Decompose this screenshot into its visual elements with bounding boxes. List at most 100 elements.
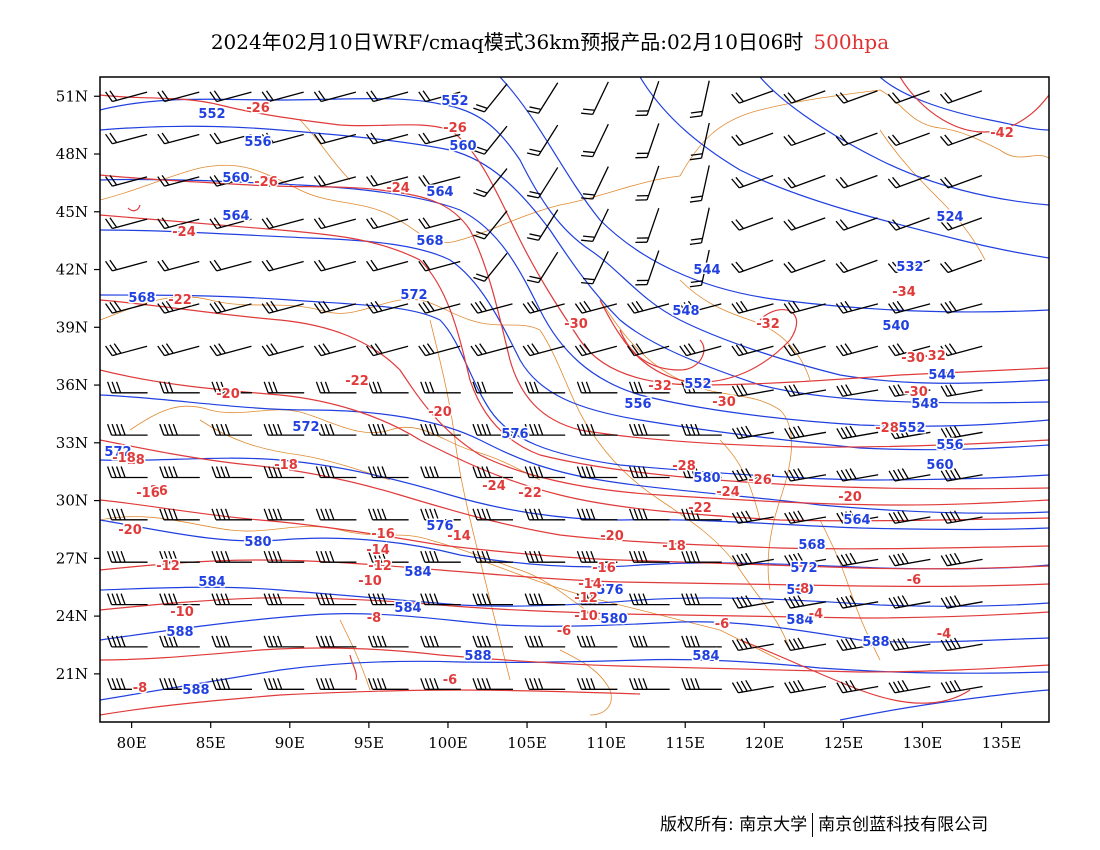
height-contour-label: 572 [790, 561, 817, 576]
height-contour-label: 588 [166, 625, 193, 640]
wind-barb [315, 635, 357, 648]
wind-barb [473, 210, 508, 240]
wind-barb [526, 209, 559, 241]
wind-barb [263, 508, 305, 521]
wind-barb [731, 425, 774, 440]
wind-barb [522, 300, 565, 314]
wind-barb [940, 425, 983, 440]
wind-barb [887, 217, 930, 231]
wind-barb [472, 508, 513, 521]
temperature-contour-label: -4 [937, 627, 951, 642]
wind-barb [940, 343, 983, 357]
wind-barb [211, 593, 252, 606]
wind-barb [888, 637, 931, 652]
lat-tick-label: 36N [56, 376, 88, 394]
temperature-contour-label: -24 [716, 485, 740, 500]
lat-tick-label: 42N [56, 261, 88, 279]
wind-barb [731, 595, 774, 609]
lat-tick-label: 30N [56, 492, 88, 510]
height-contour-label: 560 [222, 171, 249, 186]
wind-barb [628, 593, 670, 606]
wind-barb [367, 678, 409, 690]
title-main: 2024年02月10日WRF/cmaq模式36km预报产品:02月10日06时 [210, 30, 804, 54]
wind-barb [367, 381, 409, 394]
wind-barb [209, 259, 252, 272]
temperature-contour-label: -30 [712, 395, 736, 410]
wind-barb [628, 466, 670, 479]
wind-barb [313, 343, 357, 357]
wind-barb [418, 259, 461, 272]
wind-barb [261, 132, 304, 145]
wind-barb [472, 381, 513, 394]
wind-barb [731, 300, 774, 314]
lon-tick-label: 125E [824, 734, 864, 752]
wind-barb [835, 300, 879, 314]
wind-barb [681, 508, 722, 521]
wind-barb [784, 510, 827, 524]
wind-barb [679, 343, 722, 357]
wind-barb [940, 384, 983, 397]
temperature-contour-label: -20 [216, 387, 240, 402]
wind-barb [470, 343, 513, 357]
wind-barb [939, 217, 983, 231]
height-contour-label: 584 [786, 613, 813, 628]
wind-barb [418, 343, 461, 357]
wind-barb [888, 510, 931, 524]
wind-barb [940, 552, 983, 567]
wind-barb [784, 425, 827, 440]
wind-barb [211, 550, 252, 563]
wind-barb [526, 124, 559, 157]
height-contour-label: 584 [394, 601, 421, 616]
wind-barb [681, 593, 722, 606]
wind-barb [581, 250, 609, 285]
wind-barb [420, 381, 461, 394]
wind-barb [313, 132, 357, 145]
wind-barb [366, 259, 409, 272]
wind-barb [524, 381, 566, 394]
wind-barb [105, 300, 148, 314]
wind-barb [472, 423, 513, 436]
height-contour-label: 556 [936, 438, 963, 453]
wind-barb [157, 343, 200, 357]
temperature-contour-label: -8 [795, 582, 809, 597]
height-contour-label: 568 [798, 538, 825, 553]
wind-barb [418, 90, 461, 103]
temperature-contour-label: -28 [672, 459, 696, 474]
temperature-contour-label: -32 [648, 379, 672, 394]
wind-barb [835, 90, 878, 104]
wind-barb [526, 82, 559, 114]
wind-barb [105, 343, 148, 357]
wind-barb [836, 468, 879, 482]
wind-barb [835, 217, 878, 231]
height-contour-label: 584 [404, 565, 431, 580]
lat-tick-label: 27N [56, 549, 88, 567]
wind-barb [731, 217, 774, 231]
temperature-contour-label: -4 [809, 607, 823, 622]
wind-barb [689, 122, 710, 161]
temperature-contour-label: -32 [922, 349, 946, 364]
wind-barb [628, 508, 670, 521]
temperature-contour-label: -20 [600, 529, 624, 544]
temperature-contour-label: -30 [901, 351, 925, 366]
wind-barb [940, 300, 983, 314]
wind-barb [473, 168, 508, 198]
height-contour-label: 556 [244, 135, 271, 150]
wind-barb [209, 90, 252, 103]
wind-barb [263, 423, 305, 436]
wind-barb [157, 217, 200, 230]
height-contour-label: 576 [501, 427, 528, 442]
height-contour-labels: 552 552 556 560 560 564 564 568 568 572 572 576 580 5… [103, 93, 965, 700]
temperature-contour-label: -26 [443, 121, 467, 136]
wind-barb [888, 468, 931, 482]
temperature-contour-label: -26 [748, 473, 772, 488]
temperature-contour-label: -24 [482, 479, 506, 494]
wind-barb [836, 679, 879, 694]
wind-barb [574, 300, 618, 314]
wind-barb [524, 593, 566, 606]
wind-barb [581, 208, 609, 242]
lat-tick-label: 39N [56, 318, 88, 336]
lat-tick-label: 51N [56, 87, 88, 105]
temperature-contour-label: -34 [892, 285, 916, 300]
height-contour-label: 580 [244, 535, 271, 550]
